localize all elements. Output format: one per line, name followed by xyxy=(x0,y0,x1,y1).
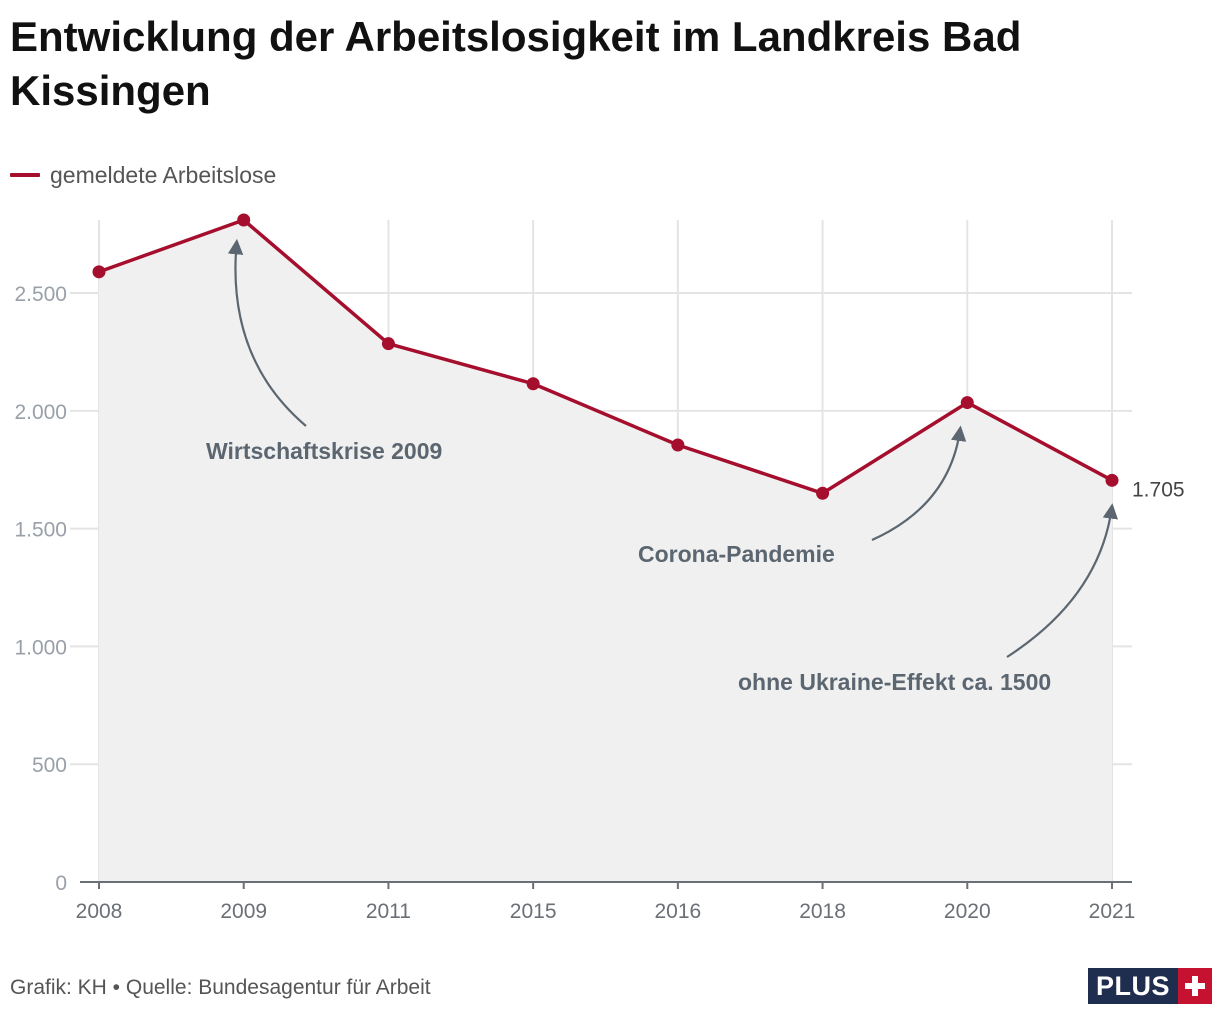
annotation-label: ohne Ukraine-Effekt ca. 1500 xyxy=(738,669,1051,695)
data-point xyxy=(1105,473,1119,487)
legend: gemeldete Arbeitslose xyxy=(10,160,276,190)
y-tick-label: 2.500 xyxy=(14,283,67,306)
plus-logo: PLUS xyxy=(1088,968,1213,1004)
legend-swatch xyxy=(10,173,40,177)
annotation-arrow xyxy=(1006,503,1119,658)
y-tick-label: 1.500 xyxy=(14,519,67,542)
data-point xyxy=(381,337,395,351)
x-tick-label: 2008 xyxy=(76,900,123,923)
data-point xyxy=(92,265,106,279)
y-tick-label: 0 xyxy=(55,872,67,895)
data-point xyxy=(671,438,685,452)
plus-icon xyxy=(1178,968,1213,1004)
data-point xyxy=(526,377,540,391)
annotation-arrow xyxy=(227,238,307,427)
area-fill xyxy=(99,220,1112,882)
annotation-label: Wirtschaftskrise 2009 xyxy=(206,438,442,464)
x-tick-label: 2015 xyxy=(510,900,557,923)
x-tick-label: 2009 xyxy=(220,900,267,923)
x-tick-label: 2018 xyxy=(799,900,846,923)
logo-text: PLUS xyxy=(1088,968,1179,1004)
y-tick-label: 1.000 xyxy=(14,636,67,659)
data-point xyxy=(960,396,974,410)
series-line xyxy=(98,218,1113,496)
y-tick-label: 2.000 xyxy=(14,401,67,424)
legend-label: gemeldete Arbeitslose xyxy=(50,161,277,188)
x-tick-label: 2020 xyxy=(944,900,991,923)
last-value-label: 1.705 xyxy=(1132,478,1185,501)
x-tick-label: 2021 xyxy=(1089,900,1136,923)
data-point xyxy=(237,213,251,227)
data-point xyxy=(816,486,830,500)
chart-title: Entwicklung der Arbeitslosigkeit im Land… xyxy=(10,13,1022,114)
x-tick-label: 2016 xyxy=(654,900,701,923)
annotation-arrow xyxy=(871,425,967,542)
y-tick-label: 500 xyxy=(32,754,67,777)
annotation-label: Corona-Pandemie xyxy=(638,541,835,567)
source-note: Grafik: KH • Quelle: Bundesagentur für A… xyxy=(10,976,431,999)
x-tick-label: 2011 xyxy=(366,900,411,923)
